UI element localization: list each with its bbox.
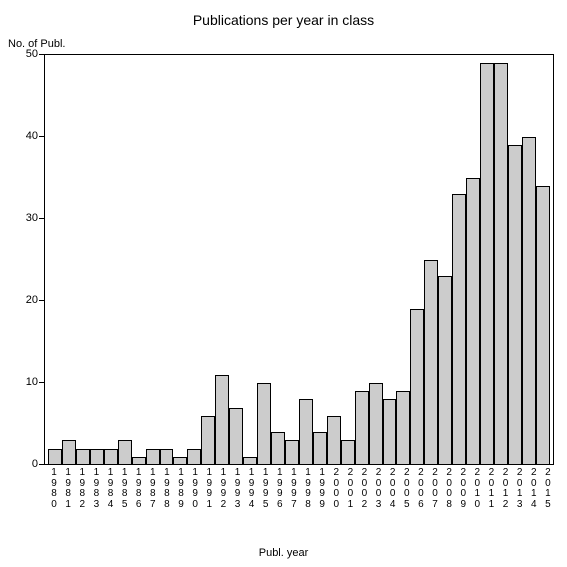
x-tick-label: 1981 — [61, 464, 75, 516]
bar — [104, 449, 118, 465]
bar — [257, 383, 271, 465]
bar — [285, 440, 299, 465]
x-tick-label: 2010 — [470, 464, 484, 516]
bar — [536, 186, 550, 465]
y-tick-label: 30 — [26, 212, 38, 224]
y-tick-label: 10 — [26, 376, 38, 388]
x-tick-label: 2004 — [386, 464, 400, 516]
bar — [146, 449, 160, 465]
x-tick-label: 2001 — [343, 464, 357, 516]
x-labels: 1980198119821983198419851986198719881989… — [44, 464, 558, 516]
x-tick-label: 1983 — [89, 464, 103, 516]
bar — [160, 449, 174, 465]
x-tick-label: 1991 — [202, 464, 216, 516]
bar — [62, 440, 76, 465]
y-tick-label: 50 — [26, 48, 38, 60]
bar — [341, 440, 355, 465]
bar — [355, 391, 369, 465]
bar — [201, 416, 215, 465]
x-tick-label: 2014 — [527, 464, 541, 516]
x-tick-label: 1995 — [259, 464, 273, 516]
bar — [369, 383, 383, 465]
y-ticks: 01020304050 — [0, 54, 44, 464]
x-tick-label: 2008 — [442, 464, 456, 516]
bar — [466, 178, 480, 465]
x-tick-label: 1993 — [230, 464, 244, 516]
y-tick-label: 40 — [26, 130, 38, 142]
bar — [187, 449, 201, 465]
bar — [299, 399, 313, 465]
bar — [327, 416, 341, 465]
bar — [494, 63, 508, 465]
y-tick-label: 0 — [32, 458, 38, 470]
chart-container: Publications per year in class No. of Pu… — [0, 0, 567, 567]
bar — [424, 260, 438, 465]
x-tick-label: 2011 — [484, 464, 498, 516]
bar — [48, 449, 62, 465]
chart-title: Publications per year in class — [0, 12, 567, 28]
bar — [508, 145, 522, 465]
x-tick-label: 1998 — [301, 464, 315, 516]
bar — [313, 432, 327, 465]
x-tick-label: 1987 — [146, 464, 160, 516]
x-tick-label: 1989 — [174, 464, 188, 516]
x-tick-label: 1982 — [75, 464, 89, 516]
plot-area — [44, 54, 554, 465]
x-tick-label: 2009 — [456, 464, 470, 516]
bar — [118, 440, 132, 465]
bar — [438, 276, 452, 465]
x-axis-caption: Publ. year — [0, 547, 567, 559]
x-tick-label: 1980 — [47, 464, 61, 516]
x-tick-label: 1992 — [216, 464, 230, 516]
bar — [522, 137, 536, 465]
x-tick-label: 2006 — [414, 464, 428, 516]
bar — [90, 449, 104, 465]
x-tick-label: 1996 — [273, 464, 287, 516]
x-tick-label: 2013 — [513, 464, 527, 516]
bars-group — [45, 55, 553, 465]
x-tick-label: 1990 — [188, 464, 202, 516]
bar — [271, 432, 285, 465]
x-tick-label: 2005 — [400, 464, 414, 516]
x-tick-label: 2000 — [329, 464, 343, 516]
bar — [76, 449, 90, 465]
x-tick-label: 1986 — [132, 464, 146, 516]
x-tick-label: 1988 — [160, 464, 174, 516]
bar — [452, 194, 466, 465]
x-tick-label: 2015 — [541, 464, 555, 516]
bar — [410, 309, 424, 465]
x-tick-label: 1999 — [315, 464, 329, 516]
x-tick-label: 2003 — [372, 464, 386, 516]
x-tick-label: 1985 — [118, 464, 132, 516]
x-tick-label: 2007 — [428, 464, 442, 516]
y-tick-label: 20 — [26, 294, 38, 306]
x-tick-label: 2002 — [357, 464, 371, 516]
x-tick-label: 2012 — [499, 464, 513, 516]
bar — [480, 63, 494, 465]
bar — [229, 408, 243, 465]
x-tick-label: 1997 — [287, 464, 301, 516]
bar — [215, 375, 229, 465]
x-tick-label: 1994 — [245, 464, 259, 516]
bar — [396, 391, 410, 465]
x-tick-label: 1984 — [103, 464, 117, 516]
bar — [383, 399, 397, 465]
